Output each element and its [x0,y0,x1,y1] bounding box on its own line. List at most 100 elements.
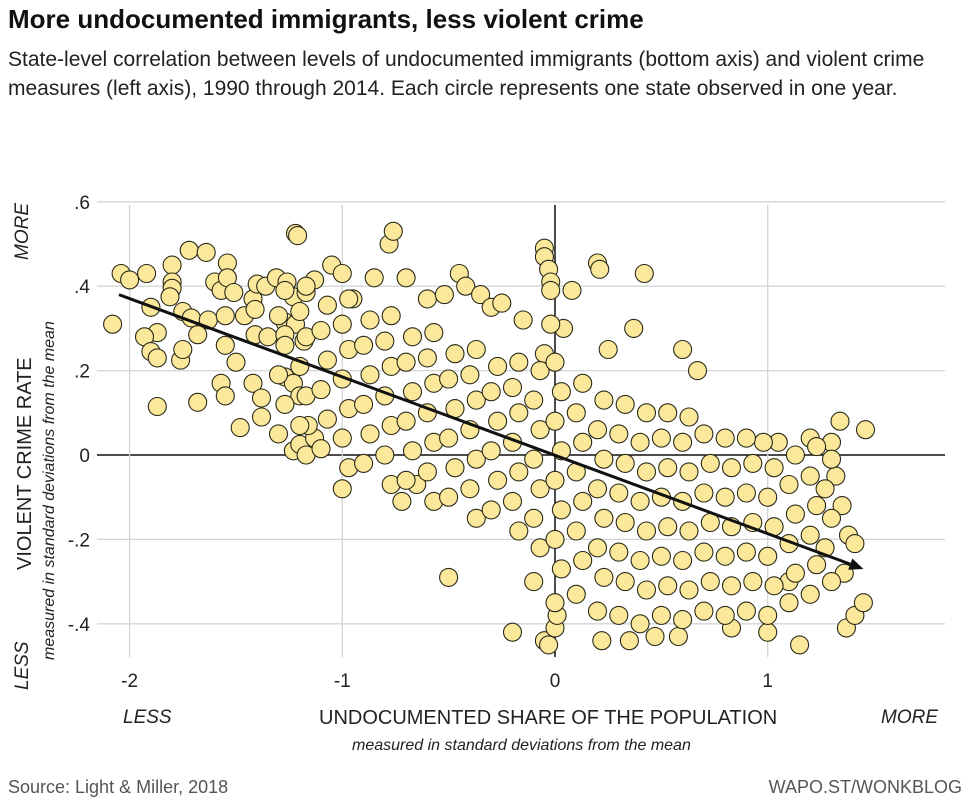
data-point [360,310,380,330]
data-point [275,280,295,300]
data-point [160,287,180,307]
data-point [215,306,235,326]
data-point [439,369,459,389]
data-point [545,470,565,490]
data-point [790,635,810,655]
data-point [587,420,608,440]
x-tick-label: 1 [762,671,773,692]
data-point [275,335,295,355]
data-point [736,483,756,503]
data-point [779,593,799,613]
x-less-label: LESS [123,707,172,728]
y-tick-label: -.2 [68,530,90,551]
data-point [743,453,763,473]
y-tick-label: .4 [74,277,90,298]
data-point [354,453,374,473]
data-point [383,221,403,241]
data-point [392,491,412,511]
data-point [226,352,246,372]
y-more-label: MORE [12,203,33,260]
data-point [439,428,459,448]
data-point [417,289,437,309]
trend-line [118,293,851,566]
data-point [615,394,635,414]
data-point [636,521,657,541]
data-point [673,432,693,452]
data-point [215,335,235,355]
data-point [196,242,216,262]
y-tick-label: 0 [79,446,90,467]
data-point [417,348,437,368]
data-point [598,339,618,360]
data-point [509,462,529,482]
data-point [354,394,374,414]
data-point [636,580,657,600]
data-point [481,382,501,402]
data-point [736,542,756,562]
data-point [530,361,550,381]
data-point [481,441,501,461]
data-point [541,280,561,300]
data-point [396,352,416,372]
data-point [832,496,852,516]
data-point [317,409,337,429]
data-point [651,546,671,566]
data-point [179,240,199,260]
data-points [103,221,876,655]
data-point [715,605,735,625]
data-point [573,432,593,452]
data-point [245,299,265,319]
data-point [764,576,784,596]
data-point [551,559,571,579]
data-point [502,377,523,398]
data-point [758,546,778,566]
data-point [396,411,416,431]
data-point [524,508,544,528]
data-point [634,263,654,284]
data-point [137,263,157,284]
data-point [492,293,512,313]
data-point [830,411,850,431]
data-point [417,462,437,482]
data-point [587,601,608,621]
data-point [743,572,763,592]
data-point [609,542,629,562]
data-point [354,335,374,355]
data-point [551,382,571,402]
data-point [624,318,644,338]
y-tick-label: .6 [74,193,90,214]
data-point [296,276,316,296]
data-point [545,352,565,372]
data-point [502,491,523,511]
data-point [524,390,544,410]
data-point [402,327,423,347]
data-point [658,458,678,478]
data-point [636,462,657,482]
y-axis-sublabel: measured in standard deviations from the… [41,321,58,660]
data-point [481,500,501,520]
data-point [721,576,742,596]
data-point [687,361,708,381]
chart-title: More undocumented immigrants, less viole… [8,4,644,34]
data-point [715,487,735,507]
x-axis-label: UNDOCUMENTED SHARE OF THE POPULATION [319,707,778,729]
data-point [460,479,480,499]
data-point [251,407,272,427]
credit-link[interactable]: WAPO.ST/WONKBLOG [768,777,962,797]
data-point [502,622,523,642]
data-point [658,517,678,537]
data-point [488,356,508,376]
tick-labels: .6 .4 .2 0 -.2 -.4 -2 -1 0 1 [68,193,773,692]
data-point [566,521,586,541]
data-point [758,487,778,507]
source-note: Source: Light & Miller, 2018 [8,777,229,797]
data-point [853,593,873,613]
data-point [679,407,699,427]
data-point [488,411,508,431]
data-point [466,390,486,410]
data-point [694,542,714,562]
x-tick-label: 0 [550,671,561,692]
data-point [103,314,123,334]
data-point [694,601,714,621]
